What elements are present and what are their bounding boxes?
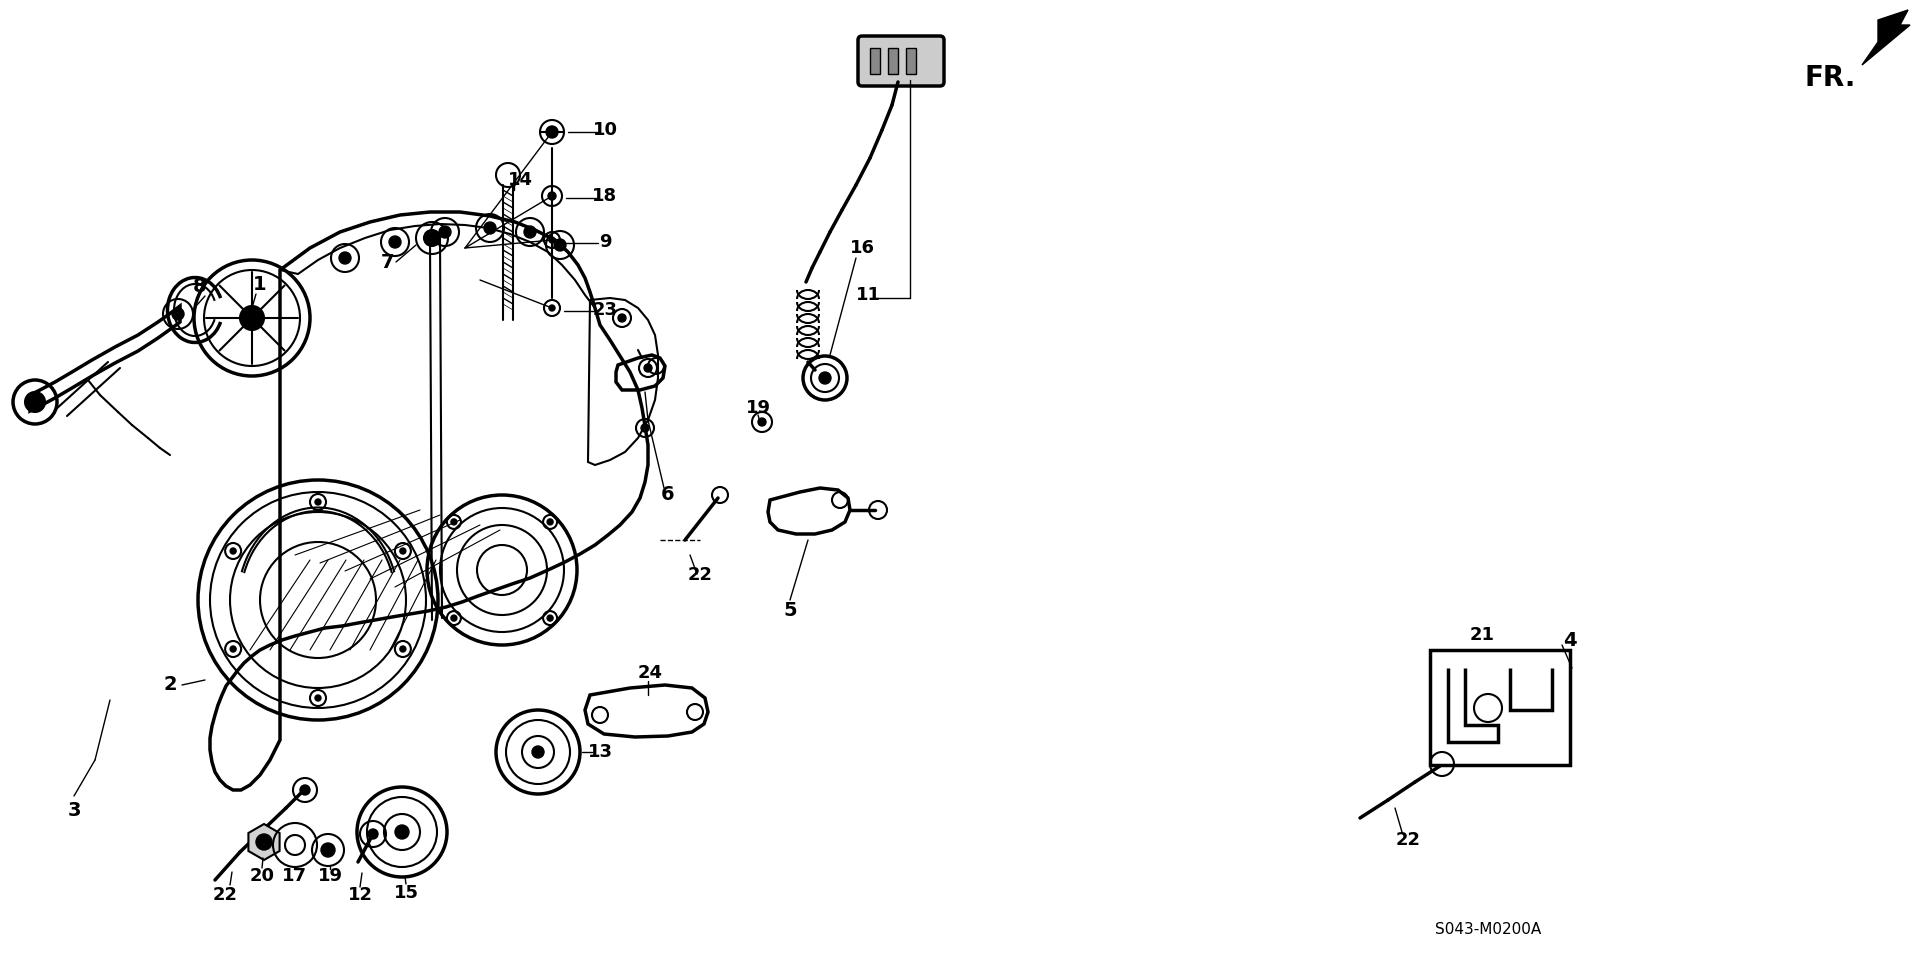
Text: 14: 14 — [507, 171, 532, 189]
Text: 5: 5 — [783, 600, 797, 620]
Text: 20: 20 — [250, 867, 275, 885]
Text: 21: 21 — [1469, 626, 1494, 644]
Text: 17: 17 — [282, 867, 307, 885]
Text: 22: 22 — [1396, 831, 1421, 849]
Bar — [870, 48, 879, 74]
Text: 12: 12 — [348, 886, 372, 904]
Text: 1: 1 — [253, 275, 267, 294]
Bar — [906, 48, 916, 74]
Text: 16: 16 — [849, 239, 874, 257]
Text: 6: 6 — [660, 485, 674, 504]
Circle shape — [300, 785, 309, 795]
Text: 23: 23 — [593, 301, 618, 319]
Circle shape — [246, 312, 257, 324]
Text: 11: 11 — [856, 286, 881, 304]
Polygon shape — [248, 824, 280, 860]
Circle shape — [451, 615, 457, 621]
Circle shape — [255, 834, 273, 850]
Text: 19: 19 — [317, 867, 342, 885]
Bar — [887, 48, 899, 74]
Circle shape — [643, 364, 653, 372]
Text: 24: 24 — [637, 664, 662, 682]
Circle shape — [547, 519, 553, 525]
Circle shape — [390, 236, 401, 248]
Circle shape — [399, 548, 405, 554]
Circle shape — [440, 226, 451, 238]
Text: 4: 4 — [1563, 630, 1576, 649]
Circle shape — [545, 126, 559, 138]
Text: 13: 13 — [588, 743, 612, 761]
Text: 18: 18 — [593, 187, 618, 205]
Circle shape — [549, 237, 555, 243]
Text: FR.: FR. — [1805, 64, 1857, 92]
Text: 19: 19 — [745, 399, 770, 417]
Circle shape — [547, 192, 557, 200]
Circle shape — [618, 314, 626, 322]
Text: 22: 22 — [213, 886, 238, 904]
Circle shape — [532, 746, 543, 758]
Text: 3: 3 — [67, 801, 81, 820]
Bar — [1430, 650, 1571, 765]
Circle shape — [369, 829, 378, 839]
Circle shape — [820, 372, 831, 384]
Circle shape — [524, 226, 536, 238]
Circle shape — [555, 239, 566, 251]
Text: 2: 2 — [163, 675, 177, 694]
Circle shape — [641, 424, 649, 432]
Circle shape — [451, 519, 457, 525]
Circle shape — [399, 646, 405, 652]
Circle shape — [315, 499, 321, 505]
Circle shape — [340, 252, 351, 264]
Circle shape — [547, 615, 553, 621]
Circle shape — [396, 825, 409, 839]
Text: 22: 22 — [687, 566, 712, 584]
Circle shape — [424, 230, 440, 246]
Circle shape — [25, 392, 44, 412]
Text: 8: 8 — [194, 277, 207, 296]
Circle shape — [315, 695, 321, 701]
Circle shape — [230, 646, 236, 652]
Circle shape — [549, 305, 555, 311]
Circle shape — [321, 843, 334, 857]
Text: S043-M0200A: S043-M0200A — [1434, 923, 1542, 938]
Polygon shape — [1862, 10, 1910, 65]
FancyBboxPatch shape — [858, 36, 945, 86]
Circle shape — [484, 222, 495, 234]
Circle shape — [230, 548, 236, 554]
Text: 9: 9 — [599, 233, 611, 251]
Circle shape — [173, 308, 184, 320]
Text: 15: 15 — [394, 884, 419, 902]
Text: 10: 10 — [593, 121, 618, 139]
Text: 7: 7 — [382, 252, 396, 271]
Circle shape — [240, 306, 265, 330]
Circle shape — [758, 418, 766, 426]
